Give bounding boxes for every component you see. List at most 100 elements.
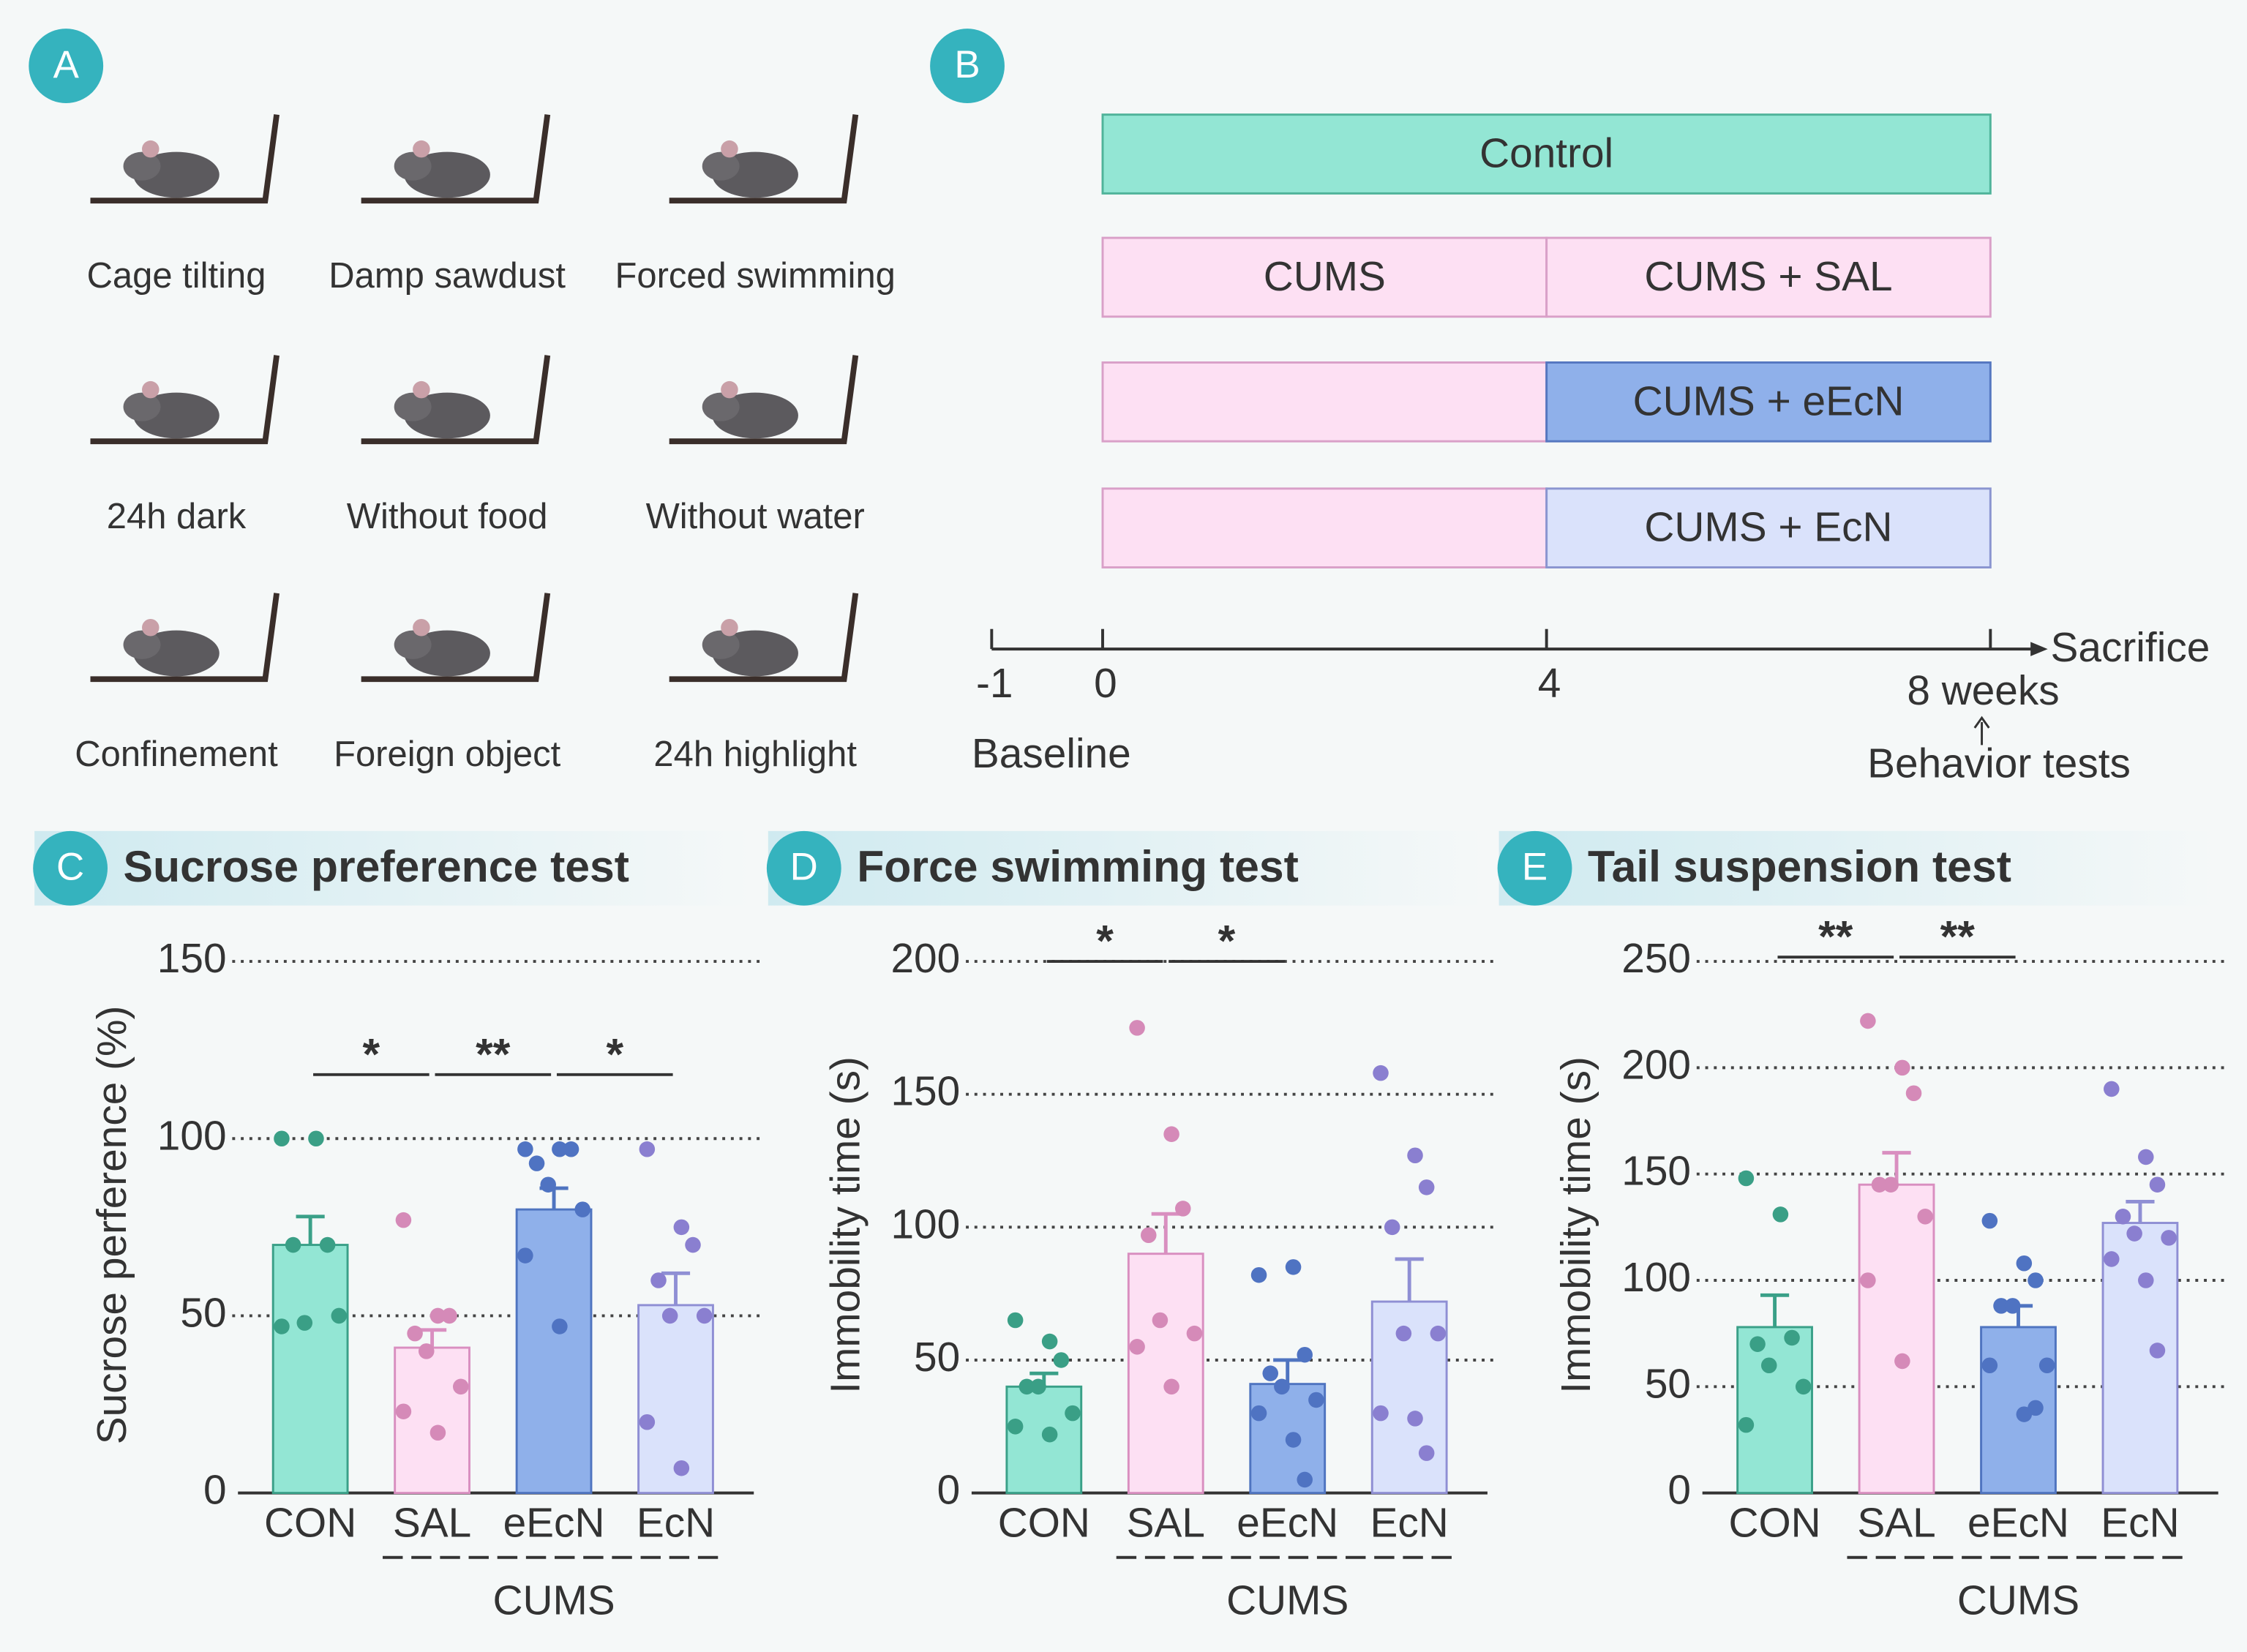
y-axis-title: Sucrose perference (%): [89, 1006, 135, 1445]
stressor-label: Without water: [646, 497, 865, 536]
cage: [361, 355, 551, 445]
panel-badge: [29, 29, 104, 104]
y-tick-label: 100: [157, 1113, 227, 1159]
x-tick-label: eEcN: [1237, 1501, 1338, 1547]
mouse-ear: [413, 140, 430, 158]
mouse-ear: [142, 140, 160, 158]
baseline-label: Baseline: [972, 731, 1131, 777]
chart-title: Force swimming test: [857, 841, 1299, 891]
mouse-ear: [721, 380, 738, 399]
bar: [271, 1244, 349, 1495]
timeline-bar-label: CUMS + SAL: [1644, 254, 1892, 300]
timeline-tick-label: -1: [976, 661, 1013, 707]
mouse-ear: [142, 619, 160, 637]
data-point: [1993, 1298, 2009, 1314]
x-tick-label: EcN: [2101, 1501, 2179, 1547]
error-bar: [418, 1328, 447, 1348]
x-tick-label: CON: [1728, 1501, 1820, 1547]
y-axis-title: Immobility time (s): [1553, 1056, 1599, 1394]
timeline-bar-label: CUMS + eEcN: [1633, 378, 1905, 424]
data-point: [2004, 1298, 2021, 1314]
up-arrow: [1973, 716, 1990, 746]
cage: [669, 114, 859, 204]
timeline-bar: [1101, 236, 1548, 318]
data-point: [1007, 1312, 1024, 1329]
panel-letter: A: [53, 43, 80, 86]
data-point: [552, 1141, 568, 1157]
data-point: [574, 1201, 590, 1217]
cage: [361, 593, 551, 683]
data-point: [331, 1307, 348, 1324]
data-point: [2027, 1272, 2044, 1288]
group-label: CUMS: [1957, 1577, 2079, 1623]
significance-label: **: [1818, 912, 1853, 961]
data-point: [1860, 1272, 1876, 1288]
data-point: [1129, 1020, 1145, 1036]
data-point: [1917, 1209, 1933, 1225]
error-bar: [1273, 1358, 1302, 1384]
data-point: [1395, 1325, 1412, 1342]
error-bar: [661, 1271, 691, 1305]
data-point: [274, 1318, 290, 1334]
y-tick-label: 150: [1621, 1149, 1691, 1195]
timeline-tick-label: 0: [1094, 661, 1117, 707]
data-point: [1129, 1339, 1145, 1355]
data-point: [1784, 1329, 1800, 1346]
y-tick-label: 150: [157, 936, 227, 982]
data-point: [1186, 1325, 1203, 1342]
data-point: [1772, 1206, 1789, 1223]
mouse-ear: [413, 380, 430, 399]
stressor-label: Cage tilting: [87, 256, 266, 296]
timeline-bar-label: Control: [1479, 130, 1613, 176]
cage: [669, 355, 859, 445]
cage: [361, 114, 551, 204]
data-point: [673, 1219, 690, 1236]
data-point: [1860, 1013, 1876, 1029]
data-point: [1297, 1346, 1313, 1363]
data-point: [452, 1378, 469, 1395]
y-tick-label: 250: [1621, 936, 1691, 982]
data-point: [308, 1130, 324, 1147]
data-point: [1981, 1212, 1998, 1229]
test-label: Behavior tests: [1867, 741, 2131, 787]
data-point: [429, 1424, 446, 1441]
significance-label: *: [1096, 916, 1114, 966]
error-bar: [1760, 1293, 1790, 1327]
data-point: [2016, 1255, 2033, 1272]
mouse-head: [394, 151, 432, 181]
timeline-bar: [1545, 361, 1992, 443]
y-tick-label: 200: [1621, 1042, 1691, 1088]
panel-badge: [33, 830, 108, 906]
data-point: [285, 1236, 301, 1253]
y-tick-label: 100: [890, 1201, 960, 1247]
timeline-tick-label: 8 weeks: [1907, 668, 2059, 714]
data-point: [1418, 1445, 1435, 1461]
data-point: [1760, 1357, 1777, 1374]
end-label: Sacrifice: [2051, 625, 2210, 671]
data-point: [517, 1141, 533, 1157]
data-point: [1407, 1147, 1423, 1164]
mouse-head: [123, 151, 161, 181]
data-point: [2149, 1176, 2166, 1193]
data-point: [1041, 1333, 1058, 1350]
error-bar: [296, 1214, 325, 1245]
error-bar: [1151, 1212, 1180, 1254]
bar: [637, 1304, 714, 1495]
data-point: [563, 1141, 579, 1157]
data-point: [441, 1307, 457, 1324]
stressor-label: 24h dark: [107, 497, 247, 536]
data-point: [685, 1236, 701, 1253]
x-tick-label: CON: [264, 1501, 356, 1547]
cage: [90, 355, 280, 445]
x-tick-label: eEcN: [503, 1501, 605, 1547]
data-point: [2038, 1357, 2055, 1374]
mouse-ear: [721, 619, 738, 637]
data-point: [1152, 1312, 1168, 1329]
data-point: [1738, 1416, 1755, 1433]
data-point: [1285, 1259, 1302, 1275]
data-point: [2104, 1251, 2120, 1267]
data-point: [1738, 1170, 1755, 1187]
data-point: [2115, 1209, 2131, 1225]
panel-badge: [930, 29, 1005, 104]
